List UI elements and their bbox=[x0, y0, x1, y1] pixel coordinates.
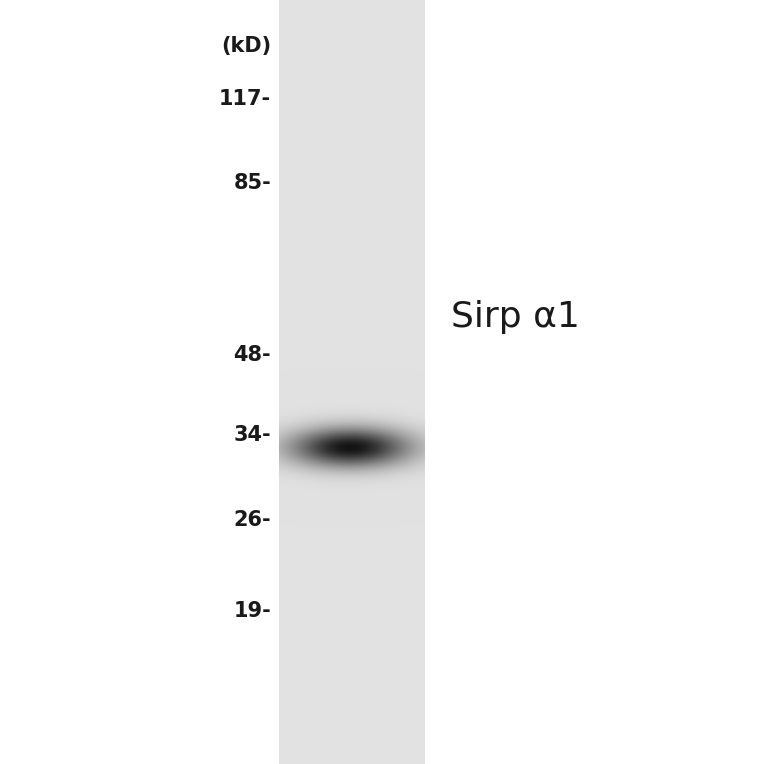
Text: 117-: 117- bbox=[219, 89, 271, 109]
Text: 26-: 26- bbox=[234, 510, 271, 529]
Text: 19-: 19- bbox=[234, 601, 271, 621]
Text: 85-: 85- bbox=[234, 173, 271, 193]
Text: Sirp α1: Sirp α1 bbox=[451, 300, 580, 334]
Text: 48-: 48- bbox=[234, 345, 271, 365]
Bar bbox=[279, 23, 424, 741]
Text: (kD): (kD) bbox=[221, 36, 271, 56]
Text: 34-: 34- bbox=[234, 426, 271, 445]
